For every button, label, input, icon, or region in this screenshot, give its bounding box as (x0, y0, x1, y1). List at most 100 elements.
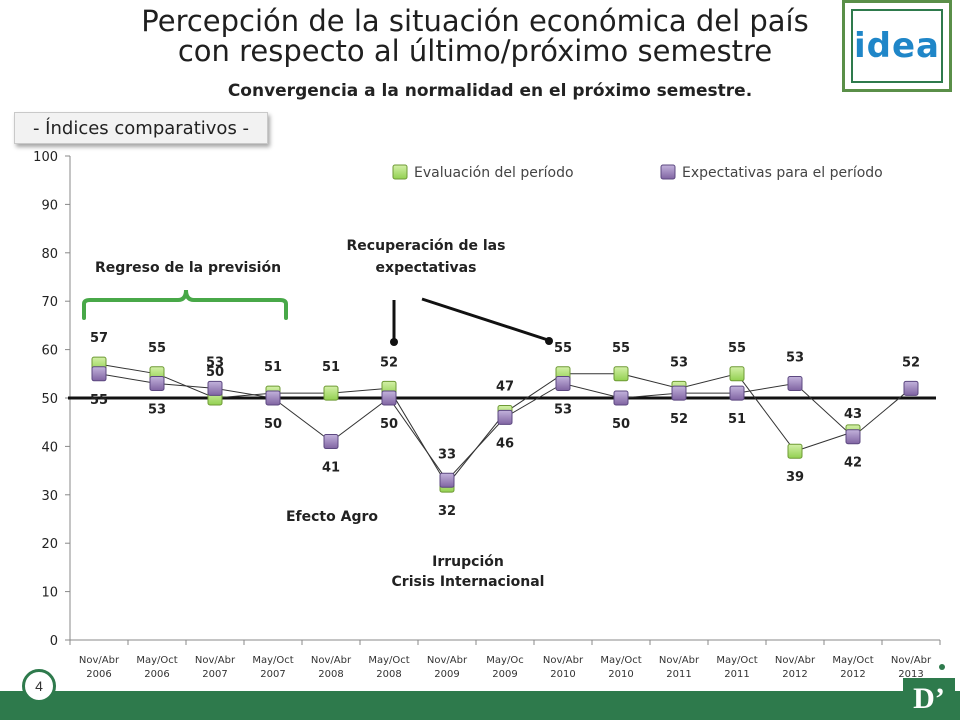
title-line-1: Percepción de la situación económica del… (141, 4, 809, 38)
y-tick-label: 70 (41, 295, 58, 310)
data-label: 39 (786, 470, 804, 485)
annotation-irrupcion-line1: Irrupción (432, 554, 504, 570)
brand-dot (939, 664, 945, 670)
data-label: 53 (786, 350, 804, 365)
data-label: 41 (322, 461, 340, 476)
marker-evaluacion (787, 443, 803, 459)
data-label: 55 (148, 341, 166, 356)
bracket-regreso (82, 289, 288, 320)
data-label: 43 (844, 407, 862, 422)
logo-frame: idea (851, 9, 943, 83)
marker-expectativas (149, 375, 165, 391)
brand-mark: D’ (903, 678, 955, 720)
x-tick-label: May/Oct 2007 (252, 655, 293, 680)
marker-evaluacion (613, 366, 629, 382)
marker-expectativas (613, 390, 629, 406)
annotation-regreso: Regreso de la previsión (95, 260, 281, 276)
x-tick-label: Nov/Abr 2007 (195, 655, 236, 680)
marker-expectativas (497, 409, 513, 425)
page-number: 4 (22, 669, 56, 703)
y-tick-label: 90 (41, 198, 58, 213)
y-tick-label: 30 (41, 489, 58, 504)
title-line-2: con respecto al último/próximo semestre (177, 34, 773, 68)
y-tick-label: 40 (41, 440, 58, 455)
x-tick-label: Nov/Abr 2006 (79, 655, 120, 680)
x-tick-label: Nov/Abr 2009 (427, 655, 468, 680)
marker-expectativas (439, 472, 455, 488)
logo-text: idea (854, 26, 940, 66)
data-label: 52 (902, 355, 920, 370)
line-chart: 0 10 20 30 40 50 60 70 80 90 100 Nov/Abr 2006 May/Oct… (33, 150, 941, 680)
x-tick-label: Nov/Abr 2013 (891, 655, 932, 680)
legend-label: Evaluación del período (414, 165, 574, 181)
marker-expectativas (729, 385, 745, 401)
data-label: 50 (612, 417, 630, 432)
idea-logo: idea (842, 0, 952, 92)
annotation-recuperacion-line2: expectativas (376, 260, 477, 276)
marker-expectativas (671, 385, 687, 401)
data-label: 53 (206, 355, 224, 370)
y-tick-label: 10 (41, 586, 58, 601)
y-tick-label: 80 (41, 247, 58, 262)
data-label: 53 (670, 355, 688, 370)
annotation-recuperacion-line1: Recuperación de las (347, 238, 506, 254)
marker-expectativas (323, 434, 339, 450)
data-label: 47 (496, 380, 514, 395)
annotation-irrupcion-line2: Crisis Internacional (392, 574, 545, 590)
x-tick-label: May/Oct 2006 (136, 655, 177, 680)
pointer-dot-2 (545, 337, 553, 345)
page-title: Percepción de la situación económica del… (110, 6, 840, 66)
x-tick-label: Nov/Abr 2011 (659, 655, 700, 680)
marker-evaluacion (323, 385, 339, 401)
data-label: 53 (554, 402, 572, 417)
y-tick-label: 0 (50, 634, 58, 649)
marker-expectativas (787, 375, 803, 391)
pointer-dot-1 (390, 338, 398, 346)
legend-label: Expectativas para el período (682, 165, 883, 181)
data-label: 50 (264, 417, 282, 432)
data-label: 50 (206, 365, 224, 380)
x-tick-label: Nov/Abr 2008 (311, 655, 352, 680)
y-tick-label: 50 (41, 392, 58, 407)
marker-expectativas (265, 390, 281, 406)
data-label: 52 (670, 412, 688, 427)
marker-expectativas (845, 429, 861, 445)
pointer-line-2 (421, 297, 549, 342)
data-label: 55 (612, 341, 630, 356)
data-label: 53 (148, 402, 166, 417)
x-tick-label: Nov/Abr 2012 (775, 655, 816, 680)
marker-expectativas (207, 380, 223, 396)
marker-expectativas (91, 366, 107, 382)
marker-expectativas (555, 375, 571, 391)
data-label: 51 (264, 360, 282, 375)
y-tick-label: 60 (41, 344, 58, 359)
data-label: 32 (438, 504, 456, 519)
x-tick-label: May/Oc 2009 (486, 655, 523, 680)
footer-bar (0, 691, 960, 720)
data-label: 50 (380, 417, 398, 432)
marker-expectativas (381, 390, 397, 406)
legend-marker (660, 164, 676, 180)
data-label: 42 (844, 456, 862, 471)
page-subtitle: Convergencia a la normalidad en el próxi… (227, 81, 753, 101)
data-label: 51 (728, 412, 746, 427)
data-label: 55 (728, 341, 746, 356)
data-label: 55 (90, 393, 108, 408)
x-tick-label: May/Oct 2008 (368, 655, 409, 680)
data-label: 46 (496, 436, 514, 451)
data-label: 51 (322, 360, 340, 375)
section-tag: - Índices comparativos - (14, 112, 268, 144)
annotation-efecto-agro: Efecto Agro (286, 509, 378, 525)
x-tick-label: May/Oct 2011 (716, 655, 757, 680)
x-tick-label: Nov/Abr 2010 (543, 655, 584, 680)
data-label: 33 (438, 447, 456, 462)
data-label: 57 (90, 331, 108, 346)
data-label: 52 (380, 355, 398, 370)
data-label: 55 (554, 341, 572, 356)
x-tick-label: May/Oct 2010 (600, 655, 641, 680)
y-tick-label: 20 (41, 537, 58, 552)
x-tick-label: May/Oct 2012 (832, 655, 873, 680)
marker-expectativas (903, 380, 919, 396)
legend-marker (392, 164, 408, 180)
marker-evaluacion (729, 366, 745, 382)
